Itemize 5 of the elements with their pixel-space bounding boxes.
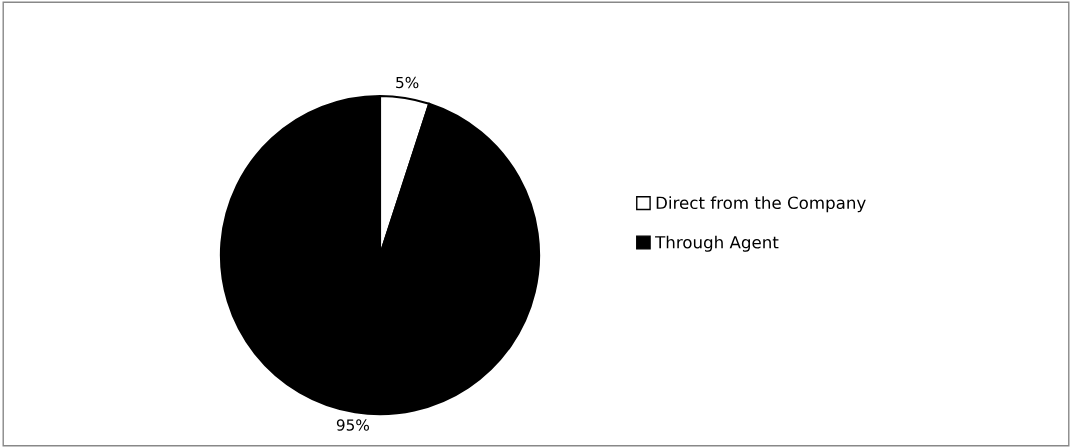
- data-label: 5%: [396, 76, 419, 89]
- legend-label: Through Agent: [655, 235, 779, 252]
- legend-label: Direct from the Company: [656, 196, 866, 213]
- data-label: 95%: [336, 419, 370, 431]
- pie-slice: [219, 94, 541, 416]
